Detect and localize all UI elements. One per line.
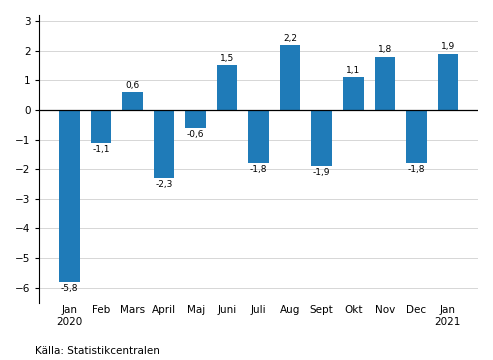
Text: Källa: Statistikcentralen: Källa: Statistikcentralen	[35, 346, 159, 356]
Text: 0,6: 0,6	[126, 81, 140, 90]
Bar	[406, 110, 426, 163]
Bar	[280, 45, 300, 110]
Text: -0,6: -0,6	[187, 130, 205, 139]
Bar	[217, 66, 238, 110]
Bar	[343, 77, 363, 110]
Text: 2,2: 2,2	[283, 33, 297, 42]
Text: -1,8: -1,8	[408, 165, 425, 174]
Bar	[122, 92, 143, 110]
Text: 1,5: 1,5	[220, 54, 234, 63]
Bar	[185, 110, 206, 128]
Bar	[59, 110, 80, 282]
Text: -1,9: -1,9	[313, 168, 330, 177]
Text: -5,8: -5,8	[61, 284, 78, 293]
Text: -1,8: -1,8	[250, 165, 267, 174]
Text: 1,8: 1,8	[378, 45, 392, 54]
Text: -2,3: -2,3	[155, 180, 173, 189]
Text: -1,1: -1,1	[92, 145, 110, 154]
Bar	[91, 110, 111, 143]
Bar	[154, 110, 175, 178]
Bar	[248, 110, 269, 163]
Text: 1,1: 1,1	[346, 66, 360, 75]
Bar	[312, 110, 332, 166]
Text: 1,9: 1,9	[441, 42, 455, 51]
Bar	[375, 57, 395, 110]
Bar	[438, 54, 458, 110]
